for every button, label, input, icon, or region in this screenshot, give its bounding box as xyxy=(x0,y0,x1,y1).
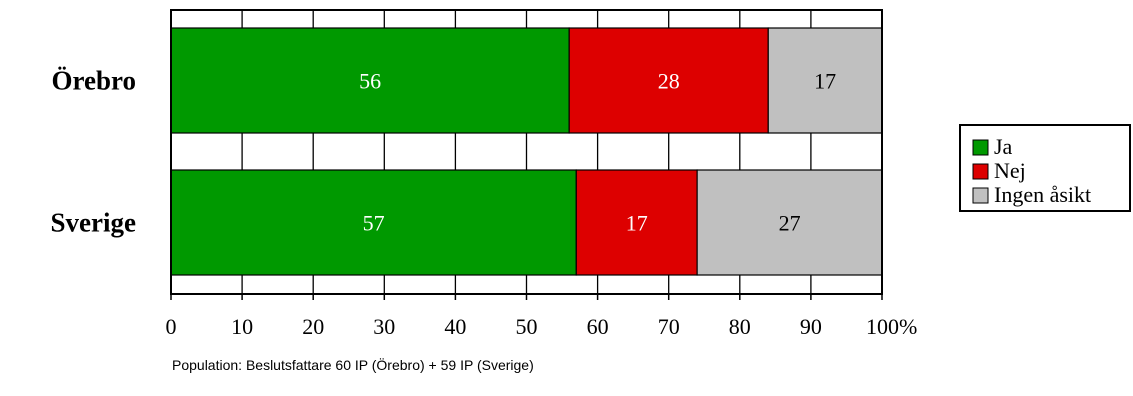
x-tick-label: 50 xyxy=(516,314,538,339)
x-tick-label: 90 xyxy=(800,314,822,339)
legend-label: Ja xyxy=(994,134,1013,159)
legend-label: Nej xyxy=(994,158,1026,183)
bars: 56 28 17 57 17 27 xyxy=(170,27,883,276)
bar-segment xyxy=(767,27,883,134)
x-tick-label: 0 xyxy=(166,314,177,339)
x-tick-label: 20 xyxy=(302,314,324,339)
bar-segment xyxy=(170,169,577,276)
x-tick-label: 80 xyxy=(729,314,751,339)
x-tick-labels: 0 10 20 30 40 50 60 70 80 90 100% xyxy=(166,314,918,339)
legend-swatch xyxy=(972,187,989,204)
category-label: Örebro xyxy=(52,66,137,96)
x-tick-label: 70 xyxy=(658,314,680,339)
bar-value-label: 27 xyxy=(779,211,801,236)
footnote: Population: Beslutsfattare 60 IP (Örebro… xyxy=(172,357,534,373)
legend-swatch xyxy=(972,163,989,180)
category-labels: Örebro Sverige xyxy=(51,66,136,238)
legend-label: Ingen åsikt xyxy=(994,182,1091,207)
bar-value-label: 56 xyxy=(359,69,381,94)
x-tick-label: 60 xyxy=(587,314,609,339)
legend-swatch xyxy=(972,139,989,156)
bar-segment xyxy=(170,27,570,134)
bar-value-label: 28 xyxy=(658,69,680,94)
bar-segment xyxy=(575,169,698,276)
bar-segment xyxy=(568,27,769,134)
plot-frame xyxy=(170,9,883,295)
x-tick-label: 10 xyxy=(231,314,253,339)
category-label: Sverige xyxy=(51,208,136,238)
x-tick-label: 40 xyxy=(444,314,466,339)
bar-value-label: 17 xyxy=(814,69,836,94)
bar-segment xyxy=(696,169,883,276)
bar-value-label: 17 xyxy=(626,211,648,236)
x-tick-label: 30 xyxy=(373,314,395,339)
x-tick-label: 100% xyxy=(866,314,917,339)
bar-value-label: 57 xyxy=(363,211,385,236)
